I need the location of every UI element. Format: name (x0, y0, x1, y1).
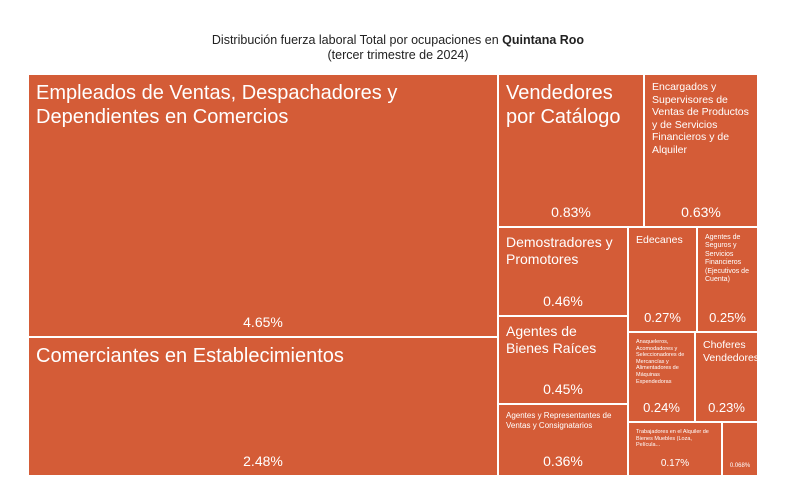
tile-value: 0.068% (729, 463, 751, 469)
treemap-tile: Vendedores por Catálogo 0.83% (498, 74, 644, 227)
chart-title: Distribución fuerza laboral Total por oc… (0, 33, 796, 48)
treemap-tile: Demostradores y Promotores 0.46% (498, 227, 628, 316)
tile-value: 0.45% (543, 381, 583, 397)
treemap-tile: 0.068% (722, 422, 758, 476)
tile-label: Agentes y Representantes de Ventas y Con… (506, 411, 612, 430)
tile-value: 0.23% (708, 400, 745, 415)
tile-label: Empleados de Ventas, Despachadores y Dep… (36, 82, 398, 128)
treemap-tile: Agentes de Seguros y Servicios Financier… (697, 227, 758, 332)
tile-value: 0.46% (543, 293, 583, 309)
tile-label: Edecanes (636, 234, 683, 246)
treemap-tile: Agentes de Bienes Raíces 0.45% (498, 316, 628, 404)
tile-label: Trabajadores en el Alquiler de Bienes Mu… (636, 429, 709, 449)
treemap-tile: Choferes Vendedores 0.23% (695, 332, 758, 422)
treemap-tile: Anaqueleros, Acomodadores y Seleccionado… (628, 332, 695, 422)
tile-value: 0.17% (660, 458, 690, 469)
tile-label: Comerciantes en Establecimientos (36, 345, 344, 367)
treemap-tile: Empleados de Ventas, Despachadores y Dep… (28, 74, 498, 337)
tile-label: Agentes de Seguros y Servicios Financier… (705, 234, 749, 283)
tile-value: 4.65% (243, 314, 283, 330)
treemap-tile: Edecanes 0.27% (628, 227, 697, 332)
tile-value: 0.24% (643, 400, 680, 415)
treemap-tile: Encargados y Supervisores de Ventas de P… (644, 74, 758, 227)
chart-title-region: Quintana Roo (502, 33, 585, 47)
chart-title-text: Distribución fuerza laboral Total por oc… (211, 33, 503, 47)
treemap: Empleados de Ventas, Despachadores y Dep… (28, 74, 758, 476)
treemap-tile: Comerciantes en Establecimientos 2.48% (28, 337, 498, 476)
tile-label: Vendedores por Catálogo (506, 82, 621, 128)
tile-label: Choferes Vendedores (703, 339, 758, 364)
treemap-tile: Trabajadores en el Alquiler de Bienes Mu… (628, 422, 722, 476)
tile-value: 0.25% (709, 310, 746, 325)
chart-title-block: Distribución fuerza laboral Total por oc… (0, 33, 796, 63)
tile-value: 0.27% (644, 310, 681, 325)
tile-label: Demostradores y Promotores (506, 234, 613, 267)
tile-label: Anaqueleros, Acomodadores y Seleccionado… (636, 339, 685, 385)
tile-label: Agentes de Bienes Raíces (506, 323, 597, 356)
tile-value: 2.48% (243, 453, 283, 469)
chart-subtitle: (tercer trimestre de 2024) (327, 48, 469, 62)
tile-label: Encargados y Supervisores de Ventas de P… (652, 81, 749, 156)
tile-value: 0.36% (543, 453, 583, 469)
treemap-tile: Agentes y Representantes de Ventas y Con… (498, 404, 628, 476)
tile-value: 0.63% (681, 204, 721, 220)
tile-value: 0.83% (551, 204, 591, 220)
